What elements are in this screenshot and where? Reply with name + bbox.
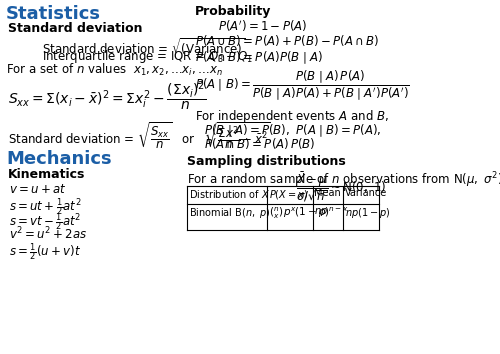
Text: Mechanics: Mechanics [6,150,112,168]
Text: Kinematics: Kinematics [8,168,85,181]
Text: $np$: $np$ [314,206,328,218]
Text: $P(A \mid B) = \dfrac{P(B \mid A)\,P(A)}{P(B \mid A)P(A) + P(B \mid A')P(A')}$: $P(A \mid B) = \dfrac{P(B \mid A)\,P(A)}… [194,68,410,102]
Text: $P(A \cup B) = P(A) + P(B) - P(A \cap B)$: $P(A \cup B) = P(A) + P(B) - P(A \cap B)… [194,33,378,48]
Text: $np(1-p)$: $np(1-p)$ [345,206,391,220]
Text: Variance: Variance [345,188,387,198]
Text: $s = \frac{1}{2}(u + v)t$: $s = \frac{1}{2}(u + v)t$ [9,241,82,263]
Text: $s = ut + \frac{1}{2}at^2$: $s = ut + \frac{1}{2}at^2$ [9,196,82,218]
Text: For a random sample of $n$ observations from $\mathrm{N}(\mu,\ \sigma^2)$: For a random sample of $n$ observations … [187,170,500,190]
Text: Binomial $\mathrm{B}(n,\ p)$: Binomial $\mathrm{B}(n,\ p)$ [188,206,270,220]
Text: Sampling distributions: Sampling distributions [187,155,346,168]
Text: Standard deviation = $\sqrt{\dfrac{S_{xx}}{n}}$   or   $\sqrt{\dfrac{\Sigma x^2}: Standard deviation = $\sqrt{\dfrac{S_{xx… [8,120,270,150]
Text: Mean: Mean [314,188,341,198]
Text: $P(X = x)$: $P(X = x)$ [268,188,308,201]
Text: $P(B \mid A) = P(B),\ P(A \mid B) = P(A),$: $P(B \mid A) = P(B),\ P(A \mid B) = P(A)… [204,122,382,139]
Text: Standard deviation: Standard deviation [8,22,142,35]
Text: $P(A \cap B) = P(A)\,P(B)$: $P(A \cap B) = P(A)\,P(B)$ [204,136,316,151]
Text: $s = vt - \frac{1}{2}at^2$: $s = vt - \frac{1}{2}at^2$ [9,211,82,233]
Text: $v^2 = u^2 + 2as$: $v^2 = u^2 + 2as$ [9,226,88,242]
Text: $\dfrac{\bar{X} - \mu}{\sigma / \sqrt{n}} \sim \mathrm{N}(0,\ 1)$: $\dfrac{\bar{X} - \mu}{\sigma / \sqrt{n}… [296,170,386,204]
Text: $P(A') = 1 - P(A)$: $P(A') = 1 - P(A)$ [218,19,307,34]
Text: Distribution of $X$: Distribution of $X$ [188,188,270,200]
Text: For independent events $A$ and $B$,: For independent events $A$ and $B$, [194,108,389,125]
Text: Statistics: Statistics [6,5,101,23]
Text: $S_{xx} = \Sigma(x_i - \bar{x})^2 = \Sigma x_i^2 - \dfrac{(\Sigma x_i)^2}{n}$: $S_{xx} = \Sigma(x_i - \bar{x})^2 = \Sig… [8,80,206,113]
Text: $P(A \cap B) = P(A)P(B \mid A)$: $P(A \cap B) = P(A)P(B \mid A)$ [194,49,322,65]
Text: Interquartile range = IQR = $Q_3 - Q_1$: Interquartile range = IQR = $Q_3 - Q_1$ [42,48,254,65]
Text: Standard deviation = $\sqrt{\mathrm{(Variance)}}$: Standard deviation = $\sqrt{\mathrm{(Var… [42,36,245,57]
Text: $v = u + at$: $v = u + at$ [9,183,66,196]
Text: For a set of $n$ values  $x_1, x_2, \ldots x_i, \ldots x_n$: For a set of $n$ values $x_1, x_2, \ldot… [6,62,223,78]
Text: $\binom{n}{x}p^x(1-p)^{n-x}$: $\binom{n}{x}p^x(1-p)^{n-x}$ [268,206,348,221]
Text: Probability: Probability [194,5,271,18]
